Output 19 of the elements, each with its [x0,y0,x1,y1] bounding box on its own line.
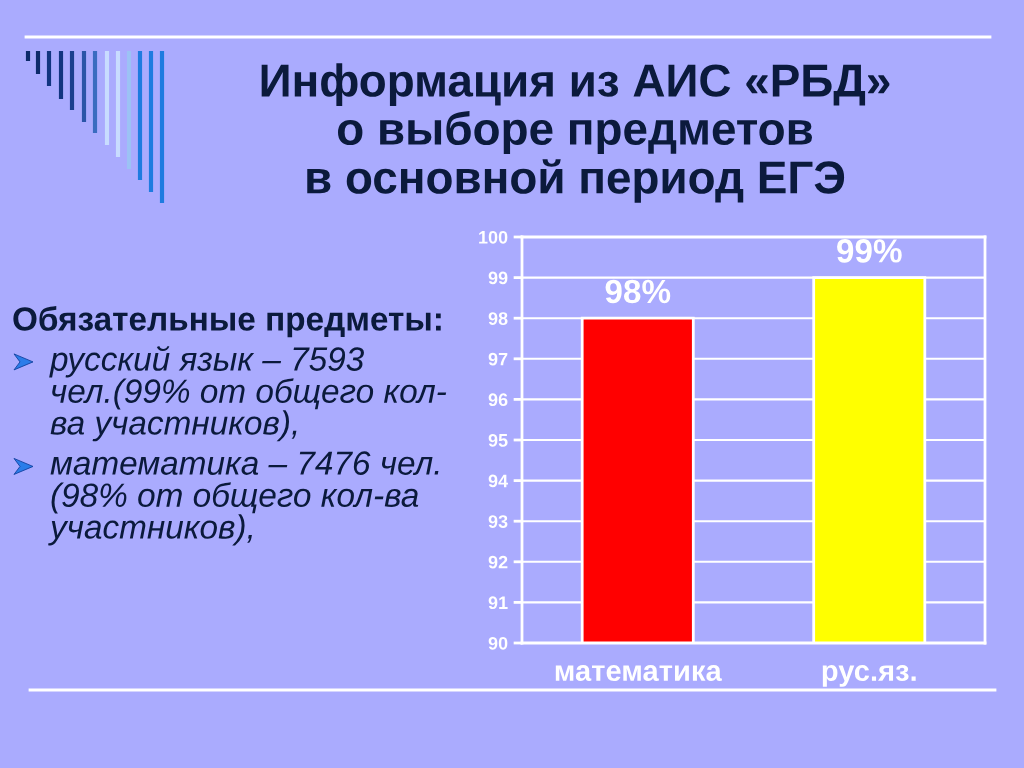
y-tick-label: 93 [488,515,508,528]
text: математика – 7476 чел. (98% от общего кол-ва участников), [48,451,439,546]
data-label: 99% [837,239,902,263]
text: русский язык – 7593 чел.(99% от общего кол- ва участников), [49,345,447,442]
y-tick-label: 99 [488,271,508,285]
y-tick-label: 91 [488,596,508,610]
data-label: 98% [605,279,671,304]
y-tick-label: 100 [479,230,508,244]
y-tick-label: 97 [488,352,508,366]
y-tick-label: 90 [488,636,508,650]
y-tick-label: 98 [488,312,508,325]
x-tick-label: рус.яз. [822,665,916,687]
y-tick-label: 96 [488,393,508,407]
chart-title: Информация из АИС «РБД» о выборе предметов в основной период ЕГЭ [261,63,890,203]
x-tick-label: математика [555,665,722,682]
y-tick-label: 95 [488,433,508,447]
y-tick-label: 92 [488,555,508,569]
text: Обязательные предметы: [13,306,441,338]
y-tick-label: 94 [488,474,509,488]
